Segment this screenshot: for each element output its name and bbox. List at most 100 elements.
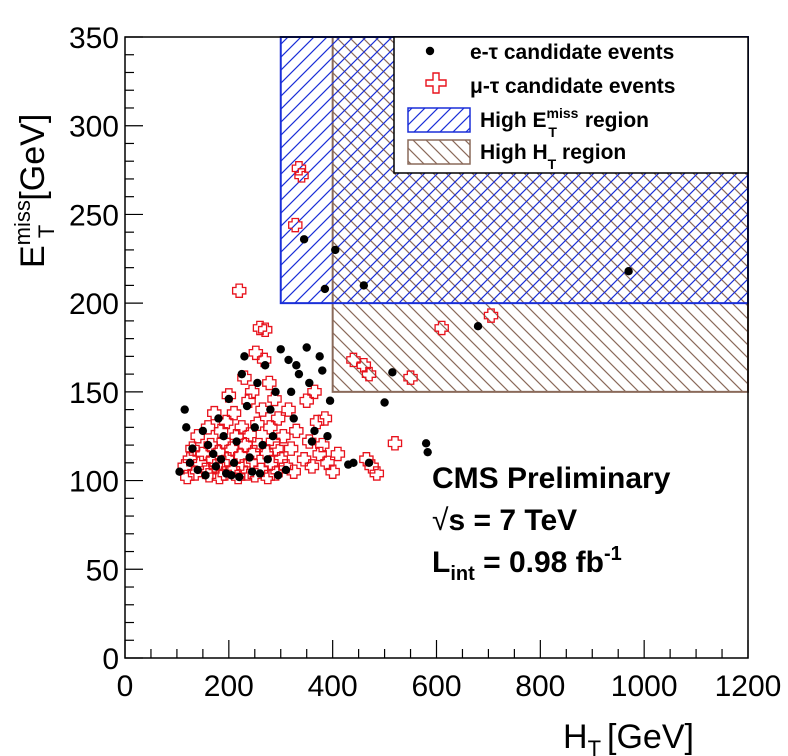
axes-layer: 0 200 400 600 800 1000 1200 0 50 100 150 200 250 300 3… [69,22,781,703]
e-tau-point [175,467,184,476]
e-tau-point [188,444,197,453]
e-tau-point [235,472,244,482]
mu-tau-point [291,161,307,176]
mu-tau-point [325,464,340,479]
mu-tau-point [242,427,257,442]
mu-tau-point [251,437,267,453]
e-tau-point [305,378,314,388]
e-tau-point [224,394,234,404]
mu-tau-point [281,402,296,417]
y-tick-label: 250 [69,199,119,232]
legend-blue-hatch-icon [407,107,471,133]
e-tau-point [286,387,296,397]
x-tick-label: 0 [117,670,134,703]
mu-tau-point [263,420,278,435]
mu-tau-point [262,375,277,391]
mu-tau-point [289,423,304,439]
mu-tau-point [286,464,301,479]
e-tau-point [323,432,332,441]
e-tau-point [423,447,432,457]
x-tick-label: 800 [515,670,565,703]
e-tau-series [175,235,633,482]
mu-tau-point [239,466,255,481]
mu-tau-point [252,320,268,336]
y-tick-label: 300 [69,111,119,144]
y-axis-title: EmissT[GeV] [10,114,59,268]
e-tau-point [331,245,340,255]
legend-high-met: High Emiss T region [480,105,649,140]
e-tau-point [307,437,317,446]
e-tau-point [209,449,218,459]
mu-tau-point [257,322,273,338]
legend-dot-icon [425,46,435,56]
e-tau-point [310,426,319,436]
mu-tau-point [369,466,385,481]
e-tau-point [292,361,301,370]
legend-e-tau: e-τ candidate events [470,41,674,64]
mu-tau-point [434,320,449,336]
mu-tau-point [218,414,234,430]
mu-tau-point [361,366,377,382]
e-tau-point [216,455,226,464]
luminosity-label: Lint = 0.98 fb-1 [432,543,622,585]
mu-tau-point [185,441,200,456]
y-tick-label: 350 [69,22,119,55]
cms-annotation: CMS Preliminary √s = 7 TeV Lint = 0.98 f… [432,462,671,585]
e-tau-point [237,369,247,379]
e-tau-point [227,471,236,480]
e-tau-point [258,440,267,450]
e-tau-point [325,396,335,405]
mu-tau-point [248,345,264,361]
legend-mu-tau: μ-τ candidate events [470,75,675,98]
mu-tau-point [267,391,282,407]
e-tau-point [349,458,358,468]
e-tau-point [364,458,374,468]
mu-tau-point [483,308,499,323]
y-tick-label: 200 [69,288,119,321]
e-tau-point [185,458,195,468]
e-tau-point [284,355,293,365]
mu-tau-point [346,352,361,368]
mu-tau-point [231,283,247,298]
e-tau-point [320,284,330,294]
mu-tau-point [294,168,309,183]
mu-tau-point [387,436,403,451]
e-tau-point [289,414,298,423]
e-tau-point [214,414,223,423]
y-tick-label: 50 [86,554,119,587]
e-tau-point [182,423,191,432]
e-tau-point [255,469,265,478]
mu-tau-point [256,352,272,368]
x-tick-label: 1200 [715,670,782,703]
mu-tau-point [273,452,288,467]
x-tick-label: 1000 [611,670,678,703]
e-tau-point [242,401,252,411]
e-tau-point [263,455,272,464]
mu-tau-point [304,459,320,474]
e-tau-point [318,366,327,375]
e-tau-point [250,423,259,432]
e-tau-point [211,462,221,471]
mu-tau-point [299,393,314,408]
e-tau-point [276,345,285,354]
e-tau-point [245,453,254,462]
x-tick-label: 200 [204,670,254,703]
mu-tau-point [320,455,335,471]
e-tau-point [203,440,213,450]
mu-tau-point [190,428,205,444]
x-tick-label: 600 [411,670,461,703]
e-tau-point [198,426,208,436]
e-tau-point [180,405,189,414]
mu-tau-point [226,405,242,421]
mu-tau-point [330,446,346,462]
mu-tau-point [268,466,283,481]
e-tau-point [315,352,324,361]
mu-tau-point [403,370,418,385]
e-tau-point [247,467,257,476]
mu-tau-point [317,411,333,426]
e-tau-point [273,471,283,480]
x-axis-title: HT [GeV] [563,718,694,756]
e-tau-point [271,387,280,397]
mu-tau-point [195,446,211,462]
x-tick-label: 400 [308,670,358,703]
